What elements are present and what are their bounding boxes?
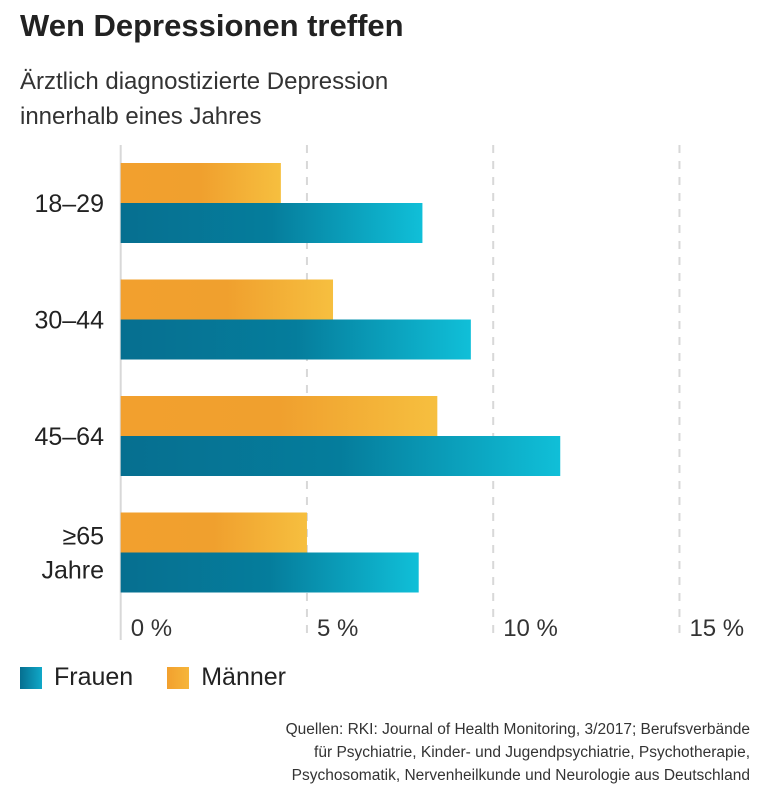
bar-maenner (120, 396, 438, 436)
y-category-label: 18–29 (34, 190, 104, 218)
bar-frauen (120, 552, 419, 593)
source-line: Psychosomatik, Nervenheilkunde und Neuro… (291, 767, 750, 784)
x-tick-label: 0 % (131, 615, 172, 642)
bar-maenner (120, 512, 307, 553)
frauen-swatch (20, 666, 42, 689)
chart-title: Wen Depressionen treffen (20, 8, 404, 43)
legend-label: Frauen (54, 663, 134, 691)
bar-maenner (120, 163, 281, 203)
x-tick-label: 5 % (317, 615, 358, 642)
y-category-label: Jahre (41, 557, 104, 585)
y-category-label: ≥65 (62, 523, 104, 551)
bar-frauen (120, 436, 561, 476)
bar-frauen (120, 319, 471, 360)
legend-label: Männer (201, 663, 286, 691)
maenner-swatch (167, 666, 190, 689)
source-note: Quellen: RKI: Journal of Health Monitori… (286, 718, 750, 787)
y-category-label: 45–64 (34, 423, 104, 451)
subtitle-line: innerhalb eines Jahres (20, 103, 262, 130)
legend-item-frauen: Frauen (20, 663, 133, 692)
y-category-label: 30–44 (34, 307, 104, 335)
bar-frauen (120, 203, 423, 243)
bar-maenner (120, 279, 334, 320)
source-line: Quellen: RKI: Journal of Health Monitori… (285, 721, 750, 738)
x-tick-label: 10 % (503, 615, 558, 642)
source-line: für Psychiatrie, Kinder- und Jugendpsych… (314, 744, 750, 761)
legend-item-maenner: Männer (167, 663, 286, 692)
x-tick-label: 15 % (689, 615, 744, 642)
bar-chart: 0 % 5 % 10 % 15 % 18–29 30–44 45–64 ≥65 Jahre (34, 145, 744, 642)
subtitle-line: Ärztlich diagnostizierte Depression (20, 68, 389, 95)
chart-subtitle: Ärztlich diagnostizierte Depression inne… (20, 64, 388, 134)
legend: Frauen Männer (20, 663, 320, 692)
